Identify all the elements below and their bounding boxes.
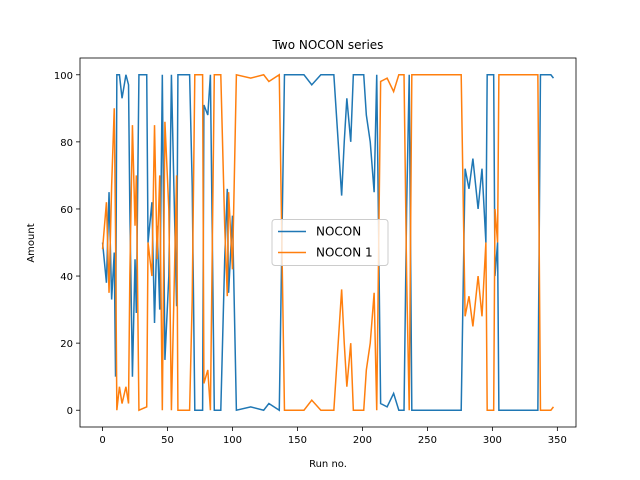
x-tick-label: 50 <box>161 435 174 446</box>
legend-label: NOCON 1 <box>316 246 373 260</box>
x-tick-label: 350 <box>548 435 567 446</box>
plot-frame <box>79 57 577 428</box>
y-tick-label: 20 <box>60 339 73 350</box>
legend-label: NOCON <box>316 225 361 239</box>
x-tick-label: 300 <box>483 435 502 446</box>
x-tick-label: 250 <box>418 435 437 446</box>
y-tick-label: 0 <box>67 406 73 417</box>
y-tick-label: 60 <box>60 205 73 216</box>
x-tick-label: 0 <box>99 435 105 446</box>
y-tick-label: 100 <box>54 71 73 82</box>
x-tick-label: 150 <box>288 435 307 446</box>
y-axis-label: Amount <box>26 223 37 262</box>
y-tick-label: 80 <box>60 138 73 149</box>
series-line <box>101 73 555 412</box>
x-tick-label: 200 <box>353 435 372 446</box>
x-axis-label: Run no. <box>309 459 347 470</box>
y-tick-label: 40 <box>60 272 73 283</box>
chart-title: Two NOCON series <box>272 38 384 52</box>
x-tick-label: 100 <box>223 435 242 446</box>
